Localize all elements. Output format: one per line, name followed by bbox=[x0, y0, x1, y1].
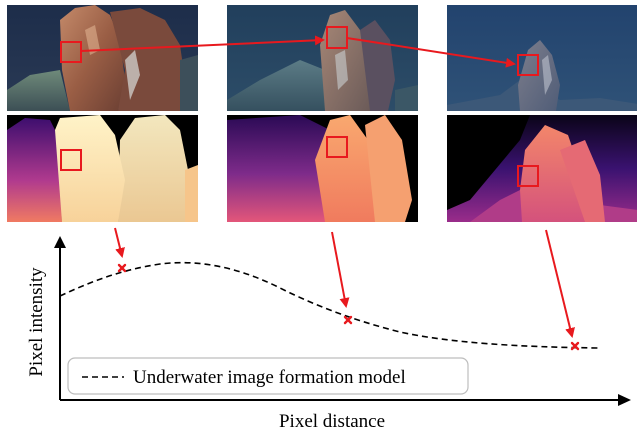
close-view-depth-map bbox=[7, 115, 198, 222]
arrow-mid-to-curve bbox=[331, 231, 350, 308]
arrow-mid-to-far bbox=[346, 37, 516, 68]
patch-box-far-depth bbox=[517, 165, 539, 187]
arrow-close-to-mid bbox=[80, 35, 325, 52]
patch-box-far-rgb bbox=[517, 54, 539, 76]
plot-axes bbox=[54, 236, 631, 406]
close-view-vent-photo bbox=[7, 5, 198, 111]
x-axis-label: Pixel distance bbox=[279, 411, 385, 432]
model-curve bbox=[59, 261, 599, 349]
legend-label: Underwater image formation model bbox=[133, 367, 406, 388]
patch-box-mid-depth bbox=[326, 136, 348, 158]
arrow-far-to-curve bbox=[545, 229, 575, 338]
y-axis-arrowhead bbox=[54, 236, 66, 248]
y-axis-label: Pixel intensity bbox=[26, 267, 47, 377]
arrow-close-to-curve bbox=[114, 227, 125, 258]
legend: Underwater image formation model bbox=[67, 357, 469, 395]
sample-marker-mid bbox=[343, 315, 353, 325]
patch-box-mid-rgb bbox=[326, 26, 348, 49]
legend-box bbox=[67, 357, 469, 395]
patch-box-close-rgb bbox=[60, 41, 82, 63]
mid-view-depth-map bbox=[227, 115, 418, 222]
far-view-depth-map bbox=[447, 115, 637, 222]
mid-view-vent-photo bbox=[227, 5, 418, 111]
x-axis-arrowhead bbox=[618, 394, 631, 406]
sample-marker-far bbox=[570, 341, 580, 351]
sample-marker-close bbox=[117, 263, 127, 273]
patch-box-close-depth bbox=[60, 149, 82, 171]
